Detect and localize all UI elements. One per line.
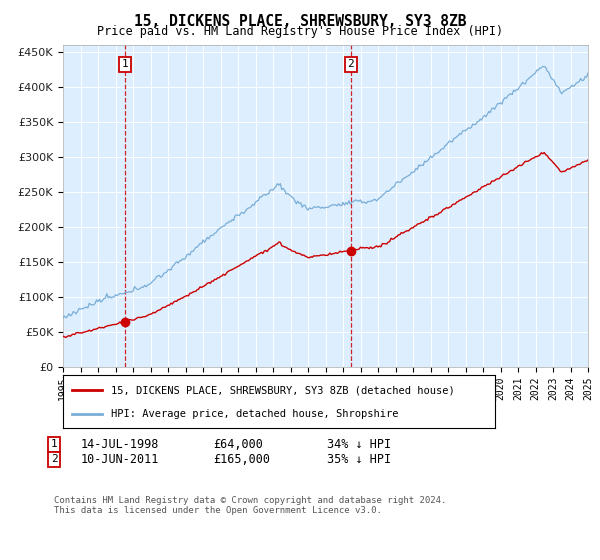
Text: 14-JUL-1998: 14-JUL-1998: [81, 437, 160, 451]
Text: 15, DICKENS PLACE, SHREWSBURY, SY3 8ZB (detached house): 15, DICKENS PLACE, SHREWSBURY, SY3 8ZB (…: [110, 385, 454, 395]
Text: £165,000: £165,000: [213, 452, 270, 466]
Text: £64,000: £64,000: [213, 437, 263, 451]
Text: Contains HM Land Registry data © Crown copyright and database right 2024.
This d: Contains HM Land Registry data © Crown c…: [54, 496, 446, 515]
Text: HPI: Average price, detached house, Shropshire: HPI: Average price, detached house, Shro…: [110, 408, 398, 418]
Text: 1: 1: [50, 439, 58, 449]
Text: 1: 1: [122, 59, 128, 69]
Text: 35% ↓ HPI: 35% ↓ HPI: [327, 452, 391, 466]
Text: 2: 2: [347, 59, 354, 69]
Text: Price paid vs. HM Land Registry's House Price Index (HPI): Price paid vs. HM Land Registry's House …: [97, 25, 503, 38]
Text: 10-JUN-2011: 10-JUN-2011: [81, 452, 160, 466]
Text: 34% ↓ HPI: 34% ↓ HPI: [327, 437, 391, 451]
Text: 15, DICKENS PLACE, SHREWSBURY, SY3 8ZB: 15, DICKENS PLACE, SHREWSBURY, SY3 8ZB: [134, 14, 466, 29]
Text: 2: 2: [50, 454, 58, 464]
